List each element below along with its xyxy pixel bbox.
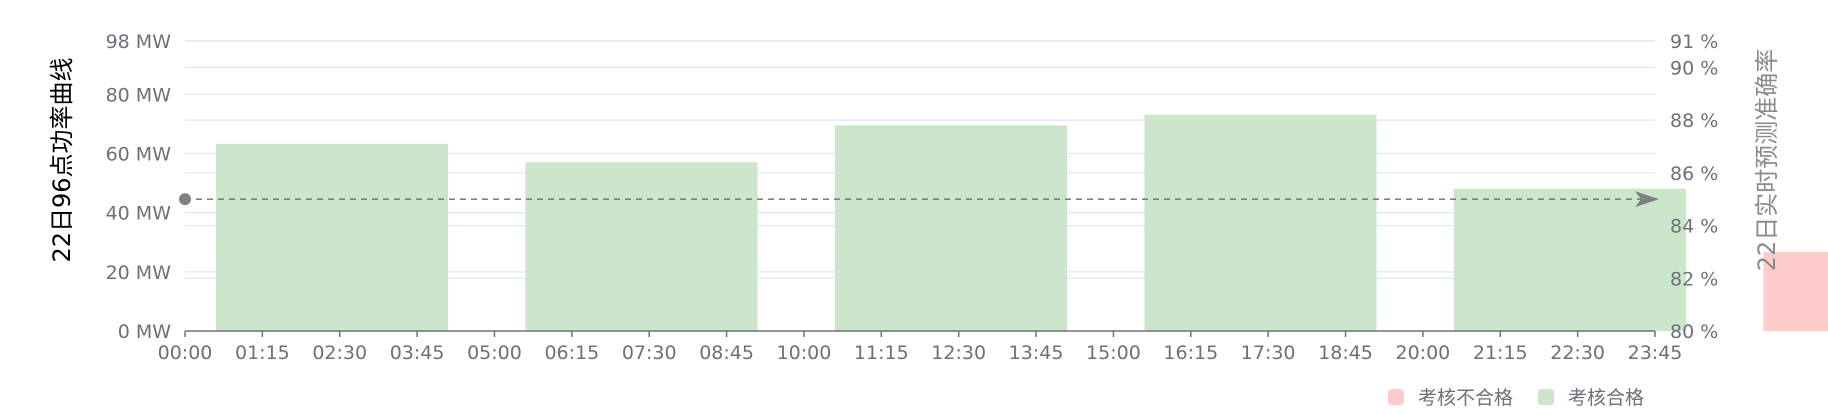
bar-1-pass[interactable] [215,143,449,331]
legend-label-pass[interactable]: 考核合格 [1568,387,1644,409]
x-tick-label: 12:30 [931,342,986,364]
right-tick-label: 88 % [1670,110,1718,132]
x-tick-label: 10:00 [777,342,832,364]
x-tick-label: 06:15 [544,342,599,364]
bar-4-pass[interactable] [1144,114,1377,332]
left-tick-label: 40 MW [106,203,172,225]
bar-6-fail[interactable] [1763,251,1828,331]
x-tick-label: 07:30 [622,342,677,364]
x-tick-label: 18:45 [1318,342,1373,364]
x-tick-label: 03:45 [390,342,445,364]
right-tick-label: 84 % [1670,216,1718,238]
left-y-axis: 98 MW 80 MW 60 MW 40 MW 20 MW 0 MW [106,31,172,343]
x-tick-label: 21:15 [1473,342,1528,364]
x-tick-label: 15:00 [1086,342,1141,364]
right-tick-label: 82 % [1670,268,1718,290]
bar-2-pass[interactable] [525,162,758,331]
legend: 考核不合格 考核合格 [1388,387,1644,409]
legend-swatch-pass[interactable] [1538,389,1554,405]
bars-group [215,114,1828,332]
bar-5-pass[interactable] [1453,188,1686,331]
threshold-arrow-icon [1635,191,1659,208]
left-tick-label: 20 MW [106,262,172,284]
x-tick-label: 08:45 [699,342,754,364]
left-axis-title: 22日96点功率曲线 [48,57,76,262]
bar-3-pass[interactable] [834,125,1067,331]
right-tick-label: 80 % [1670,321,1718,343]
x-tick-label: 20:00 [1396,342,1451,364]
x-tick-label: 23:45 [1628,342,1683,364]
x-tick-label: 13:45 [1009,342,1064,364]
legend-label-fail[interactable]: 考核不合格 [1418,387,1513,409]
right-tick-label: 90 % [1670,57,1718,79]
right-tick-label: 86 % [1670,163,1718,185]
x-axis: 00:00 01:15 02:30 03:45 05:00 06:15 07:30 08:45… [158,330,1683,364]
left-tick-label: 60 MW [106,143,172,165]
threshold-line [179,191,1659,208]
x-tick-label: 22:30 [1550,342,1605,364]
right-tick-label: 91 % [1670,31,1718,53]
x-tick-label: 17:30 [1241,342,1296,364]
left-tick-label: 98 MW [106,31,172,53]
x-tick-label: 11:15 [854,342,909,364]
left-tick-label: 0 MW [118,321,172,343]
x-tick-label: 05:00 [467,342,522,364]
right-y-axis: 91 % 90 % 88 % 86 % 84 % 82 % 80 % [1670,31,1718,343]
left-tick-label: 80 MW [106,84,172,106]
x-tick-label: 16:15 [1163,342,1218,364]
x-tick-label: 00:00 [158,342,213,364]
legend-swatch-fail[interactable] [1388,389,1404,405]
x-tick-label: 02:30 [312,342,367,364]
x-tick-label: 01:15 [235,342,290,364]
right-axis-title: 22日实时预测准确率 [1753,49,1781,272]
